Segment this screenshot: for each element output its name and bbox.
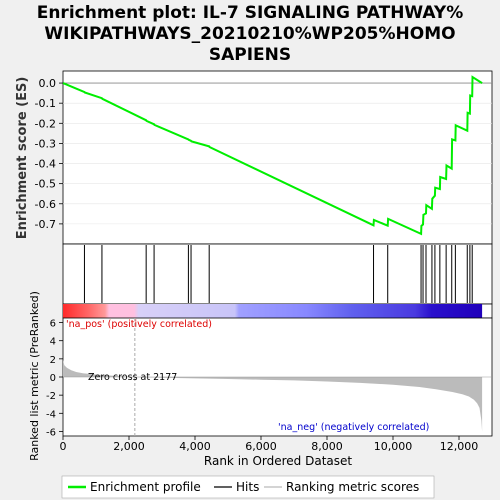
es-y-tick-label: 0.0 <box>39 77 57 90</box>
metric-y-axis-label: Ranked list metric (PreRanked) <box>28 291 41 461</box>
legend-es-label: Enrichment profile <box>90 480 201 494</box>
metric-y-tick-label: 0 <box>50 373 56 384</box>
x-axis-label: Rank in Ordered Dataset <box>204 454 352 468</box>
x-tick-label: 8,000 <box>311 440 343 453</box>
positive-correlated-label: 'na_pos' (positively correlated) <box>66 319 212 330</box>
es-y-tick-label: -0.7 <box>35 218 56 231</box>
es-y-tick-label: -0.3 <box>35 137 56 150</box>
metric-y-tick-label: -6 <box>46 427 56 438</box>
zero-cross-label: Zero cross at 2177 <box>88 372 177 383</box>
x-tick-label: 0 <box>60 440 67 453</box>
negative-correlated-label: 'na_neg' (negatively correlated) <box>278 422 429 433</box>
metric-y-axis: 6 4 2 0 -2 -4 -6 <box>46 319 63 438</box>
legend-hits-label: Hits <box>236 480 259 494</box>
metric-y-tick-label: 6 <box>50 319 56 330</box>
x-tick-label: 4,000 <box>179 440 211 453</box>
x-tick-label: 12,000 <box>440 440 479 453</box>
ranking-heat-bar <box>63 304 483 318</box>
hit-marks <box>83 245 473 303</box>
metric-y-tick-label: -4 <box>46 409 56 420</box>
es-y-tick-label: -0.5 <box>35 178 56 191</box>
x-tick-label: 6,000 <box>245 440 277 453</box>
es-y-tick-label: -0.1 <box>35 97 56 110</box>
es-y-tick-label: -0.2 <box>35 117 56 130</box>
es-y-axis: 0.0 -0.1 -0.2 -0.3 -0.4 -0.5 -0.6 -0.7 <box>35 77 63 231</box>
x-tick-label: 10,000 <box>374 440 413 453</box>
metric-y-tick-label: -2 <box>46 391 56 402</box>
ranking-metric-area <box>63 359 483 432</box>
es-y-tick-label: -0.6 <box>35 198 56 211</box>
hits-panel <box>62 243 493 305</box>
metric-y-tick-label: 4 <box>50 337 56 348</box>
metric-y-tick-label: 2 <box>50 355 56 366</box>
x-axis: 0 2,000 4,000 6,000 8,000 10,000 12,000 <box>60 436 479 453</box>
es-panel <box>62 70 493 245</box>
x-tick-label: 2,000 <box>113 440 145 453</box>
es-y-axis-label: Enrichment score (ES) <box>15 77 30 240</box>
title-line-2: WIKIPATHWAYS_20210210%WP205%HOMO <box>44 24 455 44</box>
title-line-1: Enrichment plot: IL-7 SIGNALING PATHWAY% <box>37 3 464 23</box>
es-curve <box>62 75 483 236</box>
legend-metric-label: Ranking metric scores <box>286 480 419 494</box>
es-y-tick-label: -0.4 <box>35 158 56 171</box>
legend-box <box>61 475 435 499</box>
title-line-3: SAPIENS <box>209 45 291 65</box>
